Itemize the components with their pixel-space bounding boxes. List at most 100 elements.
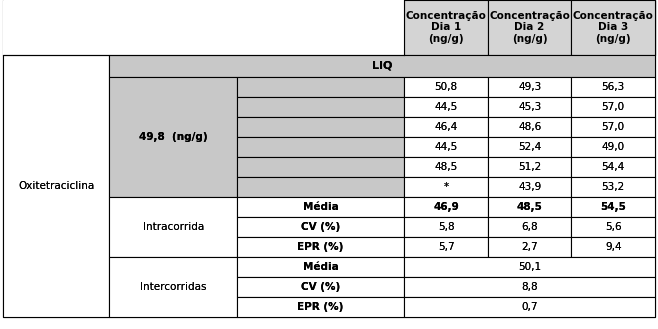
Text: EPR (%): EPR (%) — [297, 242, 344, 252]
Text: 56,3: 56,3 — [601, 82, 625, 92]
Text: 50,8: 50,8 — [434, 82, 457, 92]
Text: Oxitetraciclina: Oxitetraciclina — [18, 181, 94, 191]
Text: 45,3: 45,3 — [518, 102, 542, 112]
Bar — [488, 0, 571, 55]
Text: 57,0: 57,0 — [601, 122, 624, 132]
Bar — [571, 77, 655, 97]
Bar — [488, 157, 571, 177]
Bar — [237, 117, 404, 137]
Text: 9,4: 9,4 — [605, 242, 622, 252]
Text: 45,3: 45,3 — [518, 102, 542, 112]
Bar — [237, 217, 404, 237]
Bar — [404, 77, 488, 97]
Text: Intracorrida: Intracorrida — [143, 222, 204, 232]
Bar — [404, 157, 488, 177]
Bar — [237, 137, 404, 157]
Bar — [109, 257, 237, 317]
Text: 44,5: 44,5 — [434, 102, 458, 112]
Text: 0,7: 0,7 — [521, 302, 538, 312]
Bar — [571, 217, 655, 237]
Bar — [488, 237, 571, 257]
Bar — [571, 157, 655, 177]
Text: 51,2: 51,2 — [518, 162, 542, 172]
Bar — [3, 0, 404, 55]
Bar — [3, 55, 109, 317]
Bar — [237, 257, 404, 277]
Bar — [404, 217, 488, 237]
Text: 44,5: 44,5 — [434, 142, 458, 152]
Text: 49,3: 49,3 — [518, 82, 542, 92]
Bar — [404, 177, 488, 197]
Bar — [404, 0, 488, 55]
Bar — [488, 177, 571, 197]
Bar — [571, 237, 655, 257]
Text: 50,1: 50,1 — [518, 262, 541, 272]
Text: 43,9: 43,9 — [518, 182, 542, 192]
Text: 48,6: 48,6 — [518, 122, 542, 132]
Text: 43,9: 43,9 — [518, 182, 542, 192]
Bar — [404, 117, 488, 137]
Bar — [488, 197, 571, 217]
Text: 57,0: 57,0 — [601, 122, 624, 132]
Text: 49,0: 49,0 — [601, 142, 624, 152]
Text: Intercorridas: Intercorridas — [140, 282, 207, 292]
Bar — [571, 237, 655, 257]
Text: 54,5: 54,5 — [600, 202, 626, 212]
Bar — [404, 177, 488, 197]
Bar — [571, 197, 655, 217]
Text: 54,5: 54,5 — [600, 202, 626, 212]
Bar — [571, 157, 655, 177]
Text: 48,5: 48,5 — [517, 202, 543, 212]
Bar — [488, 97, 571, 117]
Text: 49,0: 49,0 — [601, 142, 624, 152]
Text: 54,4: 54,4 — [601, 162, 625, 172]
Bar — [488, 137, 571, 157]
Bar — [404, 257, 655, 277]
Bar — [3, 55, 109, 317]
Bar — [404, 137, 488, 157]
Bar — [488, 217, 571, 237]
Bar — [109, 257, 237, 317]
Bar — [571, 97, 655, 117]
Text: 46,4: 46,4 — [434, 122, 458, 132]
Bar — [404, 0, 488, 55]
Bar — [237, 157, 404, 177]
Text: 46,9: 46,9 — [433, 202, 459, 212]
Bar — [237, 97, 404, 117]
Bar — [571, 137, 655, 157]
Bar — [109, 197, 237, 257]
Text: 51,2: 51,2 — [518, 162, 542, 172]
Bar — [404, 117, 488, 137]
Text: EPR (%): EPR (%) — [297, 242, 344, 252]
Text: 9,4: 9,4 — [605, 242, 622, 252]
Bar — [237, 277, 404, 297]
Bar — [237, 157, 404, 177]
Bar — [404, 277, 655, 297]
Text: Intercorridas: Intercorridas — [140, 282, 207, 292]
Bar — [571, 97, 655, 117]
Text: 57,0: 57,0 — [601, 102, 624, 112]
Text: *: * — [443, 182, 449, 192]
Bar — [404, 237, 488, 257]
Bar — [109, 197, 237, 257]
Text: 53,2: 53,2 — [601, 182, 625, 192]
Bar — [488, 157, 571, 177]
Bar — [404, 197, 488, 217]
Bar — [109, 55, 655, 77]
Bar — [488, 117, 571, 137]
Text: 50,8: 50,8 — [434, 82, 457, 92]
Text: 2,7: 2,7 — [521, 242, 538, 252]
Text: 5,8: 5,8 — [438, 222, 454, 232]
Bar — [488, 117, 571, 137]
Text: 2,7: 2,7 — [521, 242, 538, 252]
Text: 53,2: 53,2 — [601, 182, 625, 192]
Bar — [488, 77, 571, 97]
Bar — [571, 0, 655, 55]
Bar — [488, 237, 571, 257]
Text: *: * — [443, 182, 449, 192]
Text: Média: Média — [303, 262, 338, 272]
Bar — [571, 217, 655, 237]
Text: 48,5: 48,5 — [434, 162, 458, 172]
Bar — [571, 197, 655, 217]
Bar — [237, 97, 404, 117]
